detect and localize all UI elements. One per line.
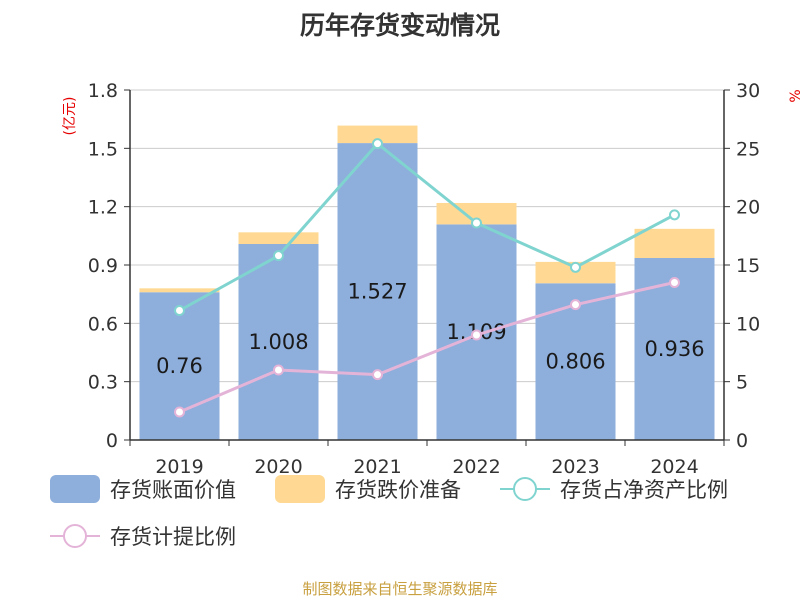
series-point (174, 406, 185, 418)
lines-group (174, 138, 680, 418)
series-point (471, 217, 482, 229)
series-point (174, 305, 185, 316)
right-tick-label: 0 (736, 430, 748, 452)
x-tick-label: 2020 (254, 456, 302, 478)
axes-group: 0 0.3 0.6 0.9 1.2 1.5 1.8 0 5 10 15 20 25 30 2019 2020 2… (88, 80, 760, 478)
left-tick-label: 1.5 (88, 138, 118, 160)
x-tick-label: 2023 (551, 456, 599, 478)
bar-provision (634, 228, 715, 258)
x-tick-label: 2021 (353, 456, 401, 478)
right-tick-label: 30 (736, 80, 760, 102)
left-tick-label: 0 (106, 430, 118, 452)
series-point (372, 138, 383, 150)
bar-book-value (238, 244, 319, 440)
legend-swatch (50, 475, 100, 503)
bar-provision (139, 288, 220, 293)
grid-lines (130, 89, 724, 383)
bar-book-value (337, 143, 418, 441)
bar-provision (238, 232, 319, 244)
left-tick-label: 1.2 (88, 197, 118, 219)
left-tick-label: 0.6 (88, 313, 118, 335)
legend-marker (63, 524, 87, 548)
x-tick-label: 2024 (650, 456, 698, 478)
series-point (669, 209, 680, 221)
bar-value-label: 1.527 (347, 280, 407, 304)
series-point (471, 329, 482, 341)
bar-provision (337, 125, 418, 144)
x-tick-label: 2022 (452, 456, 500, 478)
legend-label: 存货占净资产比例 (560, 478, 728, 502)
legend-label: 存货账面价值 (110, 478, 236, 502)
bar-value-label: 1.008 (248, 330, 308, 354)
bar-value-label: 0.76 (156, 354, 203, 378)
right-axis-unit: % (788, 89, 800, 102)
left-tick-label: 0.9 (88, 255, 118, 277)
legend-marker (513, 477, 537, 501)
legend-label: 存货跌价准备 (335, 478, 461, 502)
series-line (178, 281, 675, 414)
series-line (178, 141, 676, 312)
series-point (570, 261, 581, 273)
chart-title: 历年存货变动情况 (300, 11, 500, 40)
legend-swatch (275, 475, 325, 503)
series-point (372, 369, 383, 381)
series-point (273, 364, 284, 376)
right-tick-label: 5 (736, 372, 748, 394)
series-point (570, 299, 581, 311)
bars-group (139, 125, 715, 441)
right-tick-label: 25 (736, 138, 760, 160)
left-axis-unit: (亿元) (62, 97, 78, 136)
series-point (669, 277, 680, 288)
source-note: 制图数据来自恒生聚源数据库 (302, 580, 497, 598)
left-tick-label: 1.8 (88, 80, 118, 102)
left-tick-label: 0.3 (88, 372, 118, 394)
series-point (273, 250, 284, 262)
right-tick-label: 20 (736, 197, 760, 219)
bar-value-label: 0.936 (644, 337, 704, 361)
legend-label: 存货计提比例 (110, 525, 236, 549)
right-tick-label: 10 (736, 313, 760, 335)
right-tick-label: 15 (736, 255, 760, 277)
bar-value-label: 0.806 (545, 350, 605, 374)
x-tick-label: 2019 (155, 456, 203, 478)
